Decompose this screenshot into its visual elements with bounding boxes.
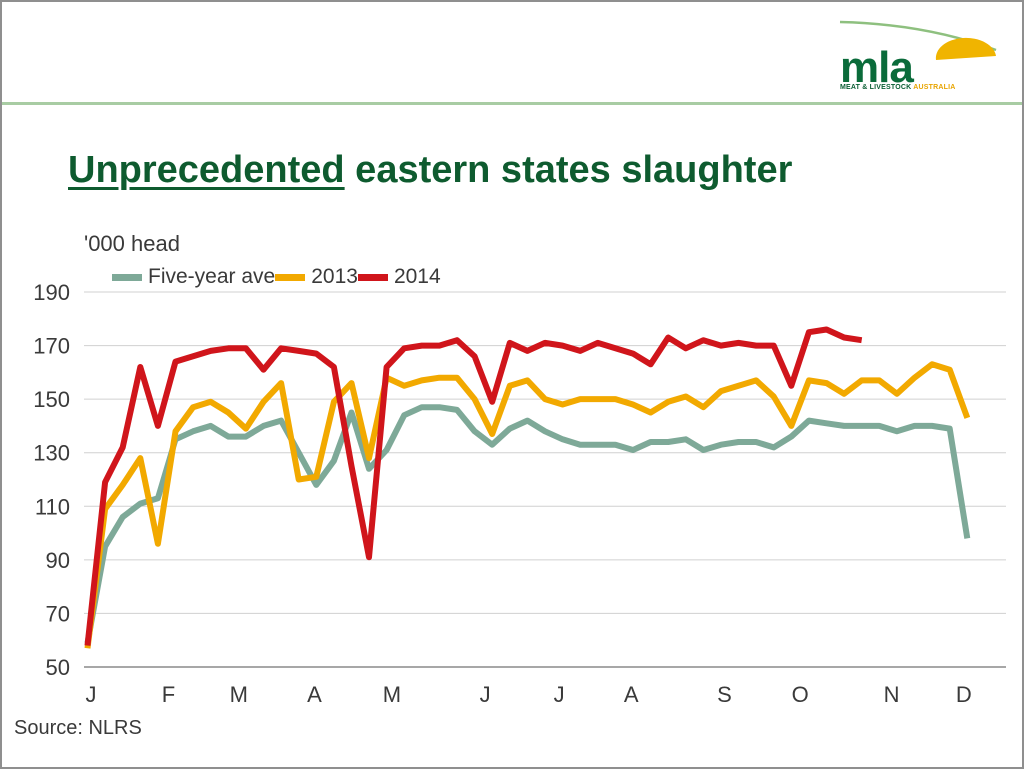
- y-tick-label: 130: [33, 441, 70, 466]
- x-tick-label: A: [624, 682, 639, 707]
- chart-legend: Five-year ave 2013 2014: [112, 264, 441, 290]
- y-tick-label: 90: [46, 548, 70, 573]
- x-tick-label: O: [792, 682, 809, 707]
- legend-label: 2014: [393, 265, 441, 288]
- sun-icon: [935, 37, 996, 60]
- legend-swatch: [275, 273, 306, 281]
- y-axis-unit-label: '000 head: [84, 231, 180, 256]
- header-rule: [2, 102, 1022, 105]
- title-emphasis: Unprecedented: [68, 149, 345, 191]
- series-line-0: [84, 404, 971, 644]
- mla-logo: mla MEAT & LIVESTOCK AUSTRALIA: [836, 16, 1006, 96]
- legend-swatch: [357, 273, 388, 281]
- logo-text: mla: [840, 43, 914, 92]
- legend-label: 2013: [311, 265, 358, 288]
- x-tick-label: M: [383, 682, 401, 707]
- x-tick-label: F: [162, 682, 175, 707]
- x-tick-label: M: [230, 682, 248, 707]
- x-tick-label: A: [307, 682, 322, 707]
- series-line-1: [84, 361, 971, 649]
- x-tick-label: J: [480, 682, 491, 707]
- x-tick-label: S: [717, 682, 732, 707]
- legend-item-0: Five-year ave: [112, 265, 275, 289]
- legend-swatch: [112, 273, 142, 281]
- source-note: Source: NLRS: [14, 717, 142, 739]
- y-tick-label: 170: [33, 334, 70, 359]
- y-tick-label: 50: [46, 655, 70, 680]
- y-tick-label: 150: [33, 387, 70, 412]
- y-tick-label: 110: [35, 494, 70, 519]
- logo-subtitle-accent: AUSTRALIA: [913, 84, 956, 91]
- title-rest: eastern states slaughter: [344, 149, 793, 191]
- x-tick-label: N: [884, 682, 900, 707]
- y-tick-label: 70: [46, 601, 70, 626]
- page-title: Unprecedented eastern states slaughter: [68, 146, 792, 194]
- x-tick-label: J: [86, 682, 97, 707]
- logo-subtitle-main: MEAT & LIVESTOCK: [840, 84, 912, 91]
- legend-label: Five-year ave: [148, 265, 276, 288]
- y-tick-label: 190: [33, 280, 70, 305]
- legend-item-1: 2013: [275, 265, 358, 289]
- x-tick-label: D: [956, 682, 972, 707]
- legend-item-2: 2014: [357, 265, 441, 289]
- x-tick-label: J: [554, 682, 565, 707]
- series-line-2: [84, 326, 863, 646]
- logo-subtitle: MEAT & LIVESTOCK AUSTRALIA: [840, 84, 956, 91]
